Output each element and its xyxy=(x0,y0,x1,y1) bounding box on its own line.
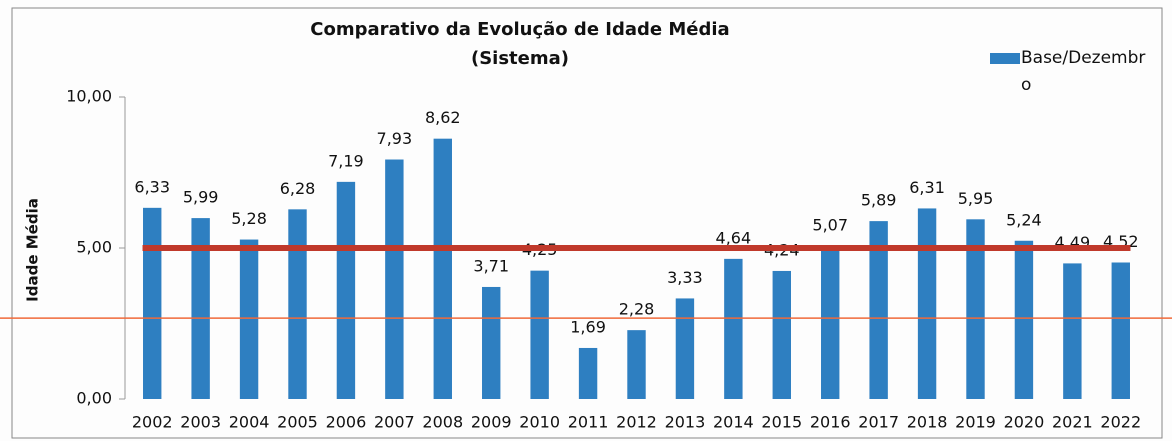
bar xyxy=(966,219,985,399)
x-tick-label: 2020 xyxy=(1004,413,1045,432)
x-tick-label: 2002 xyxy=(132,413,173,432)
legend-label: Base/Dezembro xyxy=(1021,48,1146,95)
data-label: 5,28 xyxy=(231,209,267,228)
bar xyxy=(627,330,646,399)
bar xyxy=(578,347,598,399)
chart-subtitle: (Sistema) xyxy=(471,48,569,69)
x-tick-label: 2010 xyxy=(519,413,560,432)
x-tick-label: 2013 xyxy=(665,413,706,432)
bar xyxy=(433,138,452,399)
x-tick-label: 2012 xyxy=(616,413,657,432)
x-tick-label: 2003 xyxy=(180,413,221,432)
x-tick-label: 2021 xyxy=(1052,413,1093,432)
y-tick-label: 5,00 xyxy=(76,238,112,257)
bar xyxy=(1111,262,1130,399)
bar xyxy=(869,221,888,399)
data-label: 6,31 xyxy=(909,178,945,197)
data-label: 7,19 xyxy=(328,151,364,170)
data-label: 6,28 xyxy=(280,179,316,198)
x-tick-label: 2004 xyxy=(229,413,270,432)
chart-border xyxy=(11,7,1163,439)
x-tick-label: 2014 xyxy=(713,413,754,432)
x-tick-label: 2011 xyxy=(568,413,609,432)
bar xyxy=(336,181,356,399)
data-label: 5,99 xyxy=(183,188,219,207)
data-label: 5,24 xyxy=(1006,210,1042,229)
y-tick-label: 0,00 xyxy=(76,389,112,408)
x-tick-label: 2015 xyxy=(761,413,802,432)
data-label: 8,62 xyxy=(425,108,461,127)
x-tick-label: 2022 xyxy=(1100,413,1141,432)
bar xyxy=(143,207,162,399)
x-tick-label: 2006 xyxy=(326,413,367,432)
x-tick-label: 2005 xyxy=(277,413,318,432)
legend-swatch xyxy=(990,53,1020,64)
data-label: 5,95 xyxy=(958,189,994,208)
x-tick-label: 2018 xyxy=(907,413,948,432)
data-label: 6,33 xyxy=(134,177,170,196)
data-label: 7,93 xyxy=(377,129,413,148)
data-label: 3,33 xyxy=(667,268,703,287)
bar xyxy=(821,245,840,399)
bar xyxy=(191,218,210,399)
x-tick-label: 2017 xyxy=(858,413,899,432)
bar xyxy=(675,298,695,399)
bar xyxy=(917,208,937,399)
bar xyxy=(482,286,501,399)
data-label: 1,69 xyxy=(570,317,606,336)
data-label: 4,64 xyxy=(716,228,752,247)
y-tick-label: 10,00 xyxy=(66,87,112,106)
y-axis-label: Idade Média xyxy=(24,198,42,302)
bar xyxy=(772,270,791,399)
bar xyxy=(385,159,404,399)
bar xyxy=(1063,263,1082,399)
x-tick-label: 2007 xyxy=(374,413,415,432)
data-label: 2,28 xyxy=(619,300,655,319)
data-label: 3,71 xyxy=(473,256,509,275)
bar xyxy=(239,239,259,399)
x-tick-label: 2008 xyxy=(422,413,463,432)
x-tick-label: 2016 xyxy=(810,413,851,432)
chart-title: Comparativo da Evolução de Idade Média xyxy=(310,19,729,40)
bar xyxy=(724,258,743,399)
x-tick-label: 2009 xyxy=(471,413,512,432)
bar xyxy=(530,270,549,399)
bar xyxy=(288,209,307,399)
data-label: 5,89 xyxy=(861,191,897,210)
data-label: 5,07 xyxy=(812,215,848,234)
x-tick-label: 2019 xyxy=(955,413,996,432)
bar xyxy=(1014,240,1034,399)
